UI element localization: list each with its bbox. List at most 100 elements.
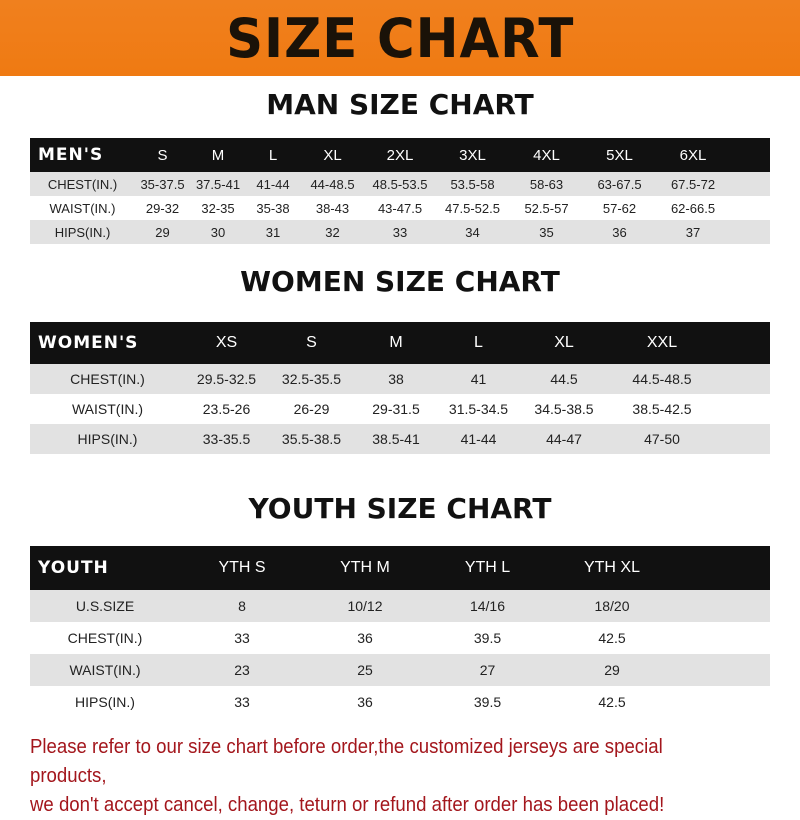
cell: 42.5 (598, 630, 626, 646)
row-label: U.S.SIZE (75, 598, 135, 614)
table-row: WAIST(IN.) 29-32 32-35 35-38 38-43 43-47.5 47.… (30, 196, 770, 220)
women-title: WOMEN SIZE CHART (240, 265, 560, 298)
cell: 8 (238, 598, 246, 614)
cell: L (474, 334, 483, 351)
cell: 27 (479, 662, 496, 678)
cell: 5XL (606, 146, 633, 164)
cell: M (211, 146, 225, 164)
cell: 52.5-57 (524, 200, 569, 216)
table-row: CHEST(IN.) 33 36 39.5 42.5 (30, 622, 770, 654)
cell: YTH S (218, 559, 266, 576)
cell: 67.5-72 (670, 176, 716, 192)
cell: 10/12 (347, 598, 383, 614)
row-label: WAIST(IN.) (49, 200, 116, 216)
cell: 58-63 (529, 176, 564, 192)
cell: 41-44 (256, 176, 290, 192)
cell: 36 (357, 694, 373, 710)
cell: XXL (646, 334, 678, 351)
cell: 32.5-35.5 (281, 371, 342, 387)
cell: 32-35 (201, 200, 235, 216)
cell: 6XL (679, 146, 707, 164)
banner-title: SIZE CHART (225, 6, 575, 70)
cell: 39.5 (473, 694, 502, 710)
table-header-row: MEN'S S M L XL 2XL 3XL 4XL 5XL 6XL (30, 138, 770, 172)
cell: 29-31.5 (372, 401, 420, 417)
cell: 25 (357, 662, 373, 678)
notice-line-2: we don't accept cancel, change, teturn o… (30, 794, 665, 816)
cell: 35-38 (256, 200, 290, 216)
table-row: HIPS(IN.) 33-35.5 35.5-38.5 38.5-41 41-44 44-… (30, 424, 770, 454)
cell: 37 (685, 224, 701, 240)
cell: 39.5 (473, 630, 502, 646)
cell: 31.5-34.5 (448, 401, 509, 417)
cell: 37.5-41 (195, 176, 241, 192)
row-label: HIPS(IN.) (77, 431, 138, 447)
row-label: WAIST(IN.) (71, 401, 144, 417)
cell: 4XL (533, 146, 560, 164)
cell: YTH L (464, 559, 511, 576)
cell: 57-62 (602, 200, 637, 216)
table-row: WAIST(IN.) 23 25 27 29 (30, 654, 770, 686)
cell: 38.5-41 (372, 431, 420, 447)
cell: 30 (210, 224, 226, 240)
cell: 33-35.5 (202, 431, 251, 447)
cell: YTH M (340, 559, 390, 576)
table-row: CHEST(IN.) 29.5-32.5 32.5-35.5 38 41 44.5 44.5… (30, 364, 770, 394)
row-label: CHEST(IN.) (67, 630, 143, 646)
cell: 43-47.5 (377, 200, 423, 216)
cell: 36 (357, 630, 373, 646)
row-label: HIPS(IN.) (54, 224, 111, 240)
youth-title: YOUTH SIZE CHART (248, 492, 552, 525)
cell: 44.5-48.5 (632, 371, 692, 387)
cell: S (157, 146, 168, 164)
cell: 34.5-38.5 (534, 401, 594, 417)
table-row: U.S.SIZE 8 10/12 14/16 18/20 (30, 590, 770, 622)
youth-size-table: YOUTH YTH S YTH M YTH L YTH XL U.S.SIZE 8 10/12… (30, 546, 770, 718)
cell: 31 (265, 224, 281, 240)
cell: 47.5-52.5 (445, 200, 500, 216)
table-row: WAIST(IN.) 23.5-26 26-29 29-31.5 31.5-34.5 34… (30, 394, 770, 424)
cell: XS (215, 334, 238, 351)
row-label: WAIST(IN.) (69, 662, 141, 678)
cell: 33 (392, 224, 408, 240)
cell: XL (554, 334, 574, 351)
cell: 41-44 (460, 431, 497, 447)
row-label: YOUTH (38, 558, 109, 578)
cell: 23.5-26 (202, 401, 251, 417)
cell: 32 (325, 224, 340, 240)
cell: 34 (465, 224, 480, 240)
cell: 38 (388, 371, 404, 387)
women-size-table: WOMEN'S XS S M L XL XXL CHEST(IN.) 29.5-32.5 32.5… (30, 322, 770, 454)
table-header-row: YOUTH YTH S YTH M YTH L YTH XL (30, 546, 770, 590)
cell: 38-43 (315, 200, 350, 216)
cell: M (389, 334, 403, 351)
men-size-table: MEN'S S M L XL 2XL 3XL 4XL 5XL 6XL CHEST(IN.) 35-37… (30, 138, 770, 244)
cell: S (306, 334, 317, 351)
cell: 33 (234, 694, 250, 710)
cell: 38.5-42.5 (632, 401, 692, 417)
men-title: MAN SIZE CHART (266, 88, 534, 121)
cell: 23 (234, 662, 250, 678)
cell: 18/20 (594, 598, 630, 614)
cell: 47-50 (644, 431, 680, 447)
table-row: HIPS(IN.) 33 36 39.5 42.5 (30, 686, 770, 718)
cell: 26-29 (293, 401, 330, 417)
row-label: MEN'S (38, 145, 104, 165)
table-row: HIPS(IN.) 29 30 31 32 33 34 35 36 37 (30, 220, 770, 244)
table-row: CHEST(IN.) 35-37.5 37.5-41 41-44 44-48.5 48.5… (30, 172, 770, 196)
cell: 33 (234, 630, 250, 646)
cell: 53.5-58 (450, 176, 495, 192)
cell: YTH XL (583, 559, 640, 576)
cell: 29.5-32.5 (196, 371, 257, 387)
cell: 14/16 (469, 598, 506, 614)
cell: 3XL (459, 146, 486, 164)
cell: 44-47 (546, 431, 582, 447)
cell: 44.5 (550, 371, 578, 387)
cell: 42.5 (598, 694, 626, 710)
cell: 44-48.5 (310, 176, 355, 192)
cell: 29 (155, 224, 170, 240)
cell: 29-32 (145, 200, 180, 216)
cell: 48.5-53.5 (372, 176, 428, 192)
cell: 62-66.5 (670, 200, 716, 216)
cell: 2XL (386, 146, 414, 164)
